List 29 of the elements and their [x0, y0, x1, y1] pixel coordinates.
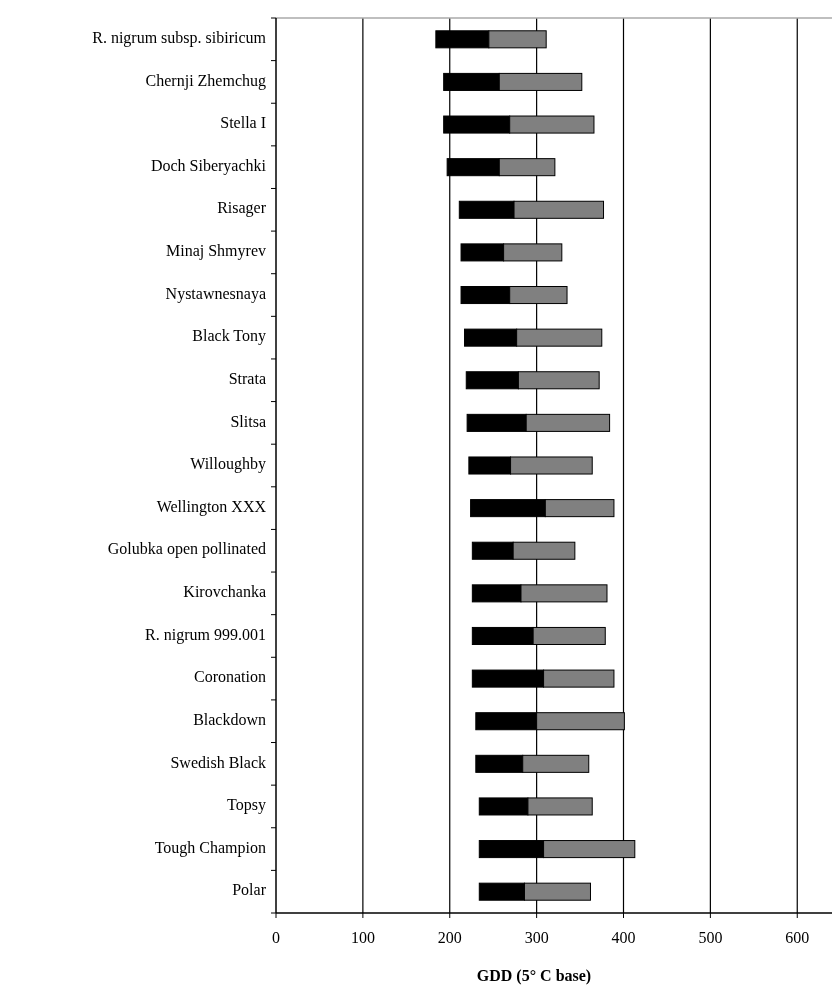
x-tick-label: 600 [785, 929, 810, 946]
y-tick-label: Topsy [227, 796, 266, 815]
y-tick-label: Black Tony [192, 327, 266, 346]
y-tick-label: Swedish Black [170, 753, 266, 771]
y-tick-label: Wellington XXX [156, 497, 267, 516]
y-tick-label: Stella I [220, 114, 266, 132]
x-tick-label: 0 [272, 929, 280, 946]
y-tick-label: R. nigrum subsp. sibiricum [92, 28, 267, 47]
y-tick-label: Minaj Shmyrev [166, 242, 266, 261]
y-tick-label: R. nigrum 999.001 [145, 625, 266, 644]
y-tick-label: Chernji Zhemchug [145, 71, 266, 90]
y-tick-label: Tough Champion [154, 838, 266, 857]
x-tick-label: 100 [350, 929, 375, 946]
x-tick-label: 200 [437, 929, 462, 946]
y-tick-label: Doch Siberyachki [150, 156, 267, 175]
y-tick-label: Slitsa [230, 412, 266, 430]
y-tick-label: Risager [217, 199, 267, 218]
y-tick-label: Strata [228, 369, 266, 387]
y-tick-label: Blackdown [193, 710, 266, 728]
y-tick-label: Coronation [194, 668, 266, 686]
y-tick-label: Kirovchanka [183, 583, 266, 601]
x-axis-title: GDD (5° C base) [476, 967, 592, 985]
y-tick-label: Golubka open pollinated [107, 540, 266, 559]
x-tick-label: 400 [611, 929, 636, 946]
x-tick-label: 500 [698, 929, 723, 946]
y-tick-label: Willoughby [190, 455, 266, 474]
y-tick-label: Polar [232, 881, 267, 899]
y-tick-label: Nystawnesnaya [165, 284, 266, 303]
x-tick-label: 300 [524, 929, 549, 946]
